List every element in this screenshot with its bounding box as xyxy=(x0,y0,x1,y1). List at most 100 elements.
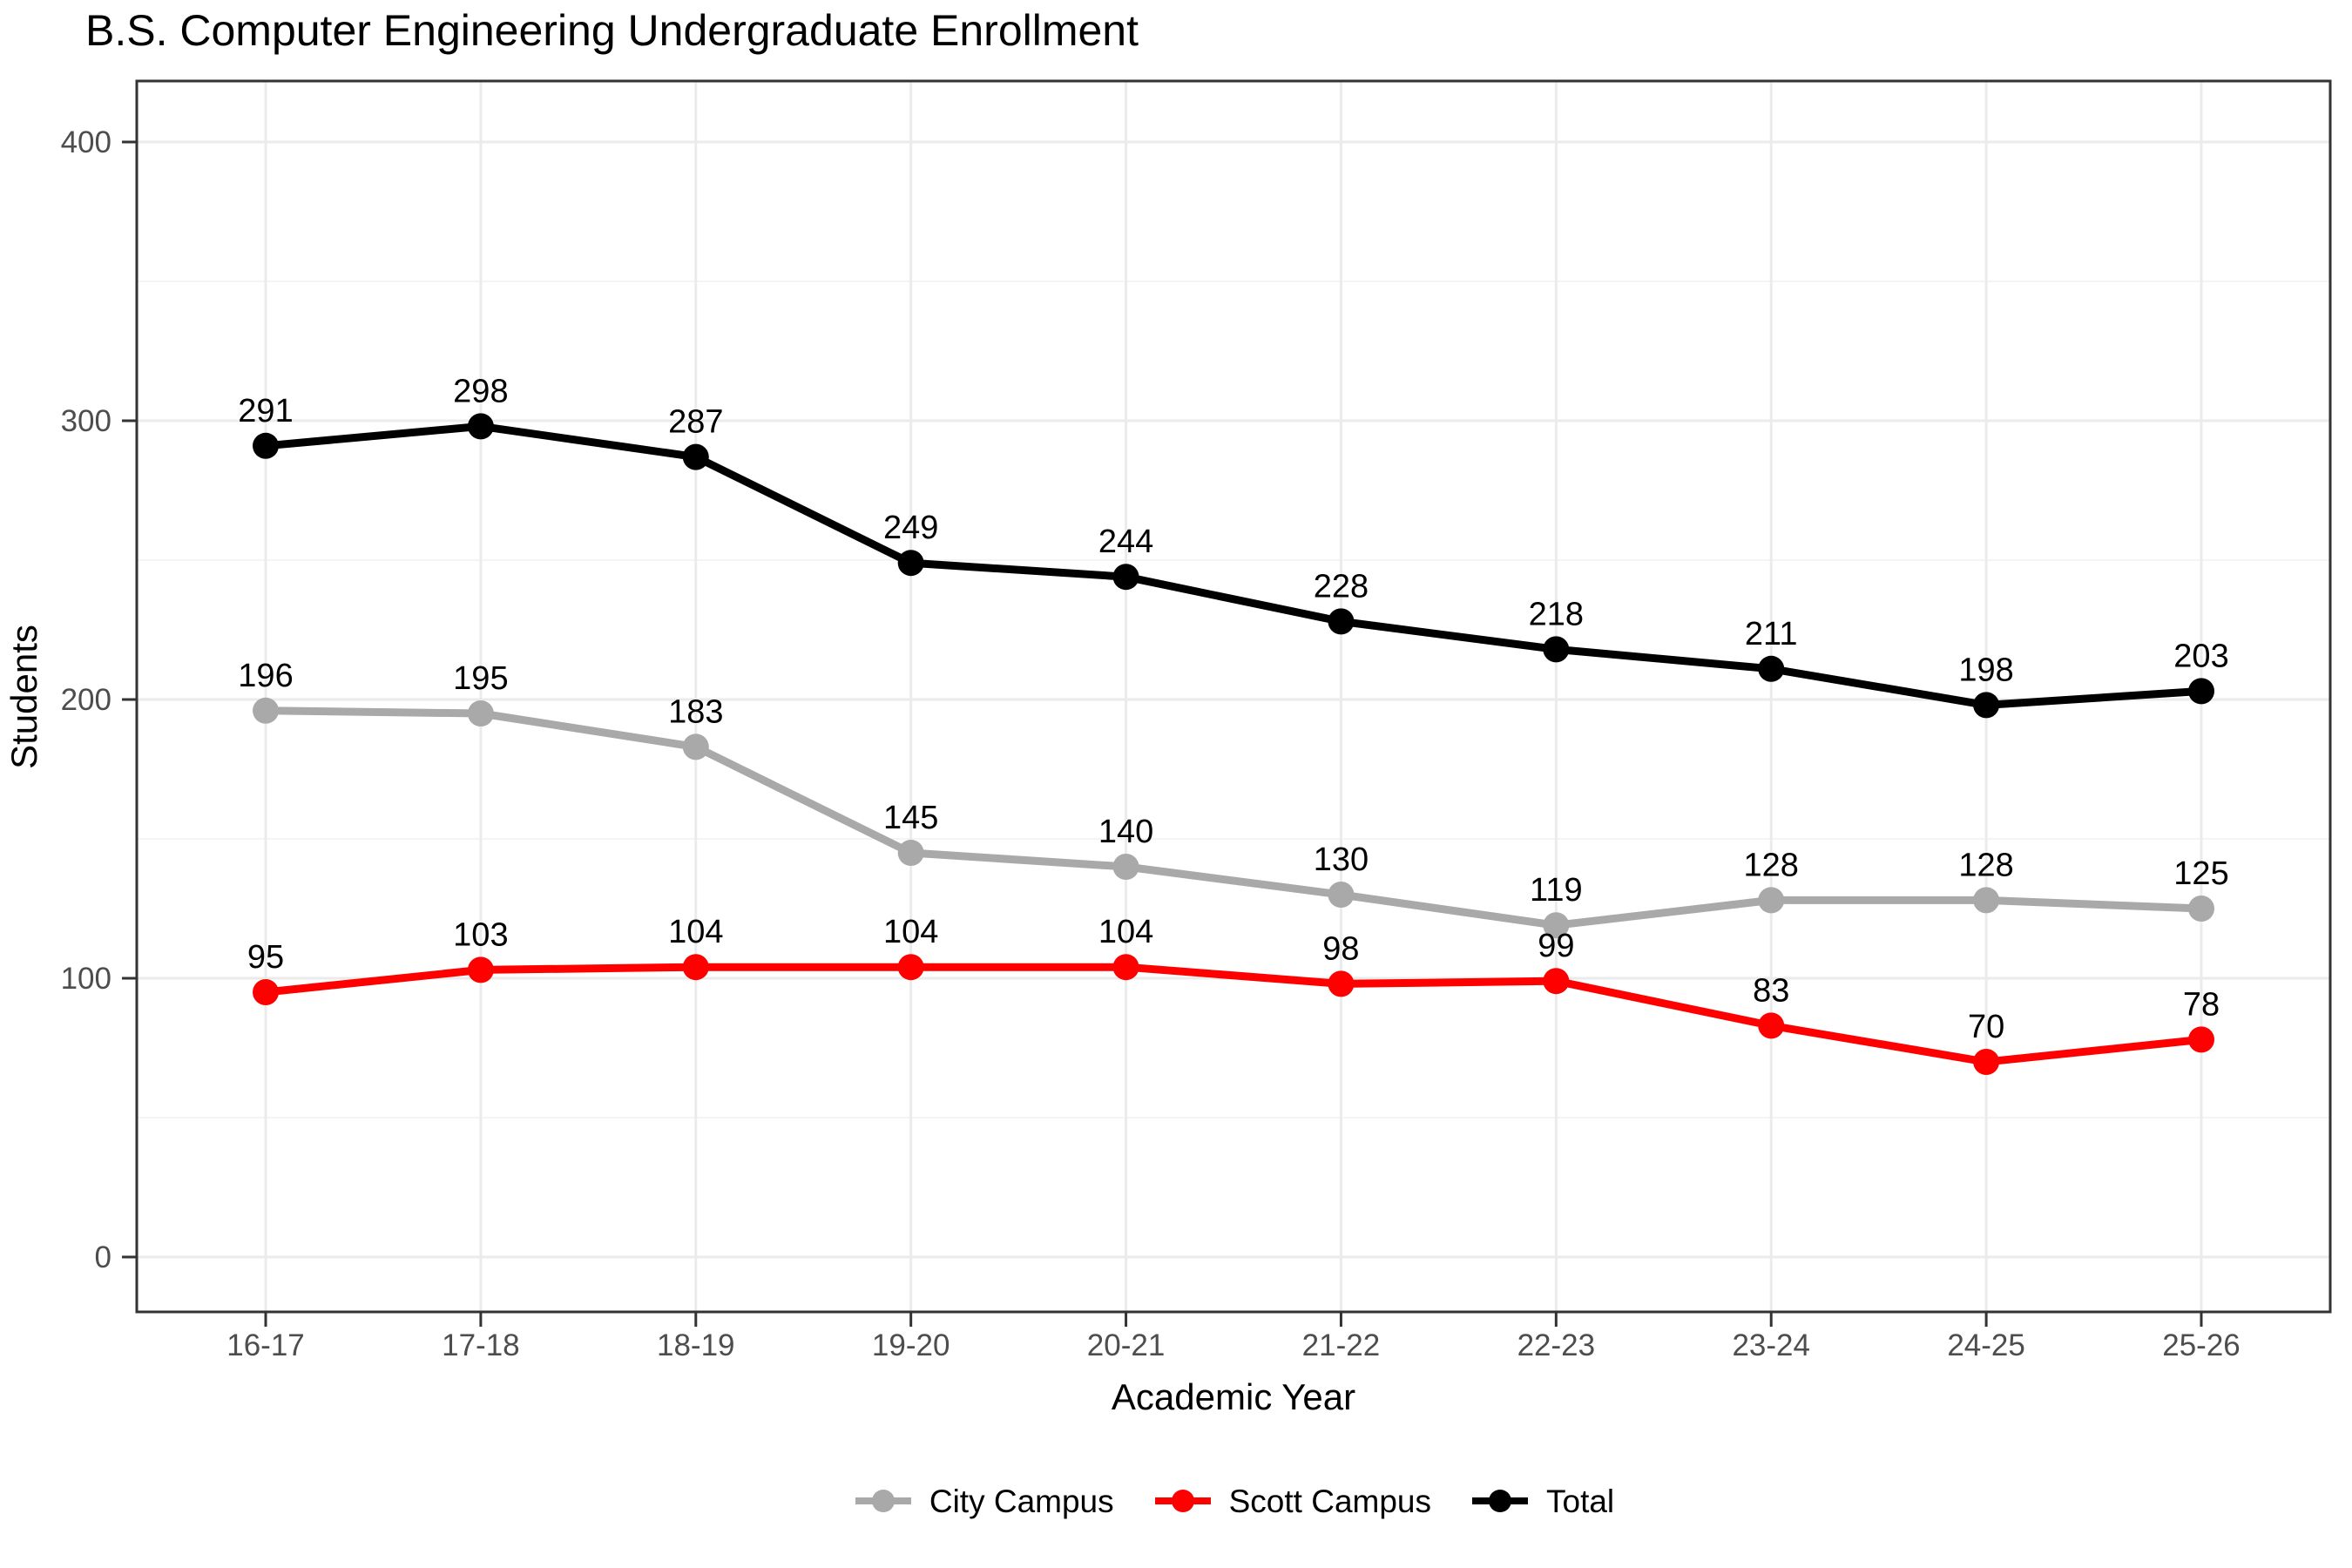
point-city-campus-20-21 xyxy=(1112,854,1139,880)
label-scott-campus-23-24: 83 xyxy=(1753,972,1789,1009)
point-city-campus-22-23 xyxy=(1543,912,1570,939)
legend-key-icon xyxy=(1472,1490,1528,1512)
x-tick-label-21-22: 21-22 xyxy=(1302,1328,1381,1362)
label-total-20-21: 244 xyxy=(1098,524,1153,560)
label-city-campus-18-19: 183 xyxy=(668,693,723,730)
y-tick-label-400: 400 xyxy=(61,125,112,159)
point-total-24-25 xyxy=(1973,692,2000,719)
point-city-campus-17-18 xyxy=(467,700,494,727)
label-scott-campus-24-25: 70 xyxy=(1968,1009,2004,1045)
label-total-19-20: 249 xyxy=(883,510,938,546)
x-tick-label-25-26: 25-26 xyxy=(2162,1328,2240,1362)
series-layer: 196 195 183 145 140 130 119 128 128 125 95 103 104 10… xyxy=(238,373,2229,1075)
point-scott-campus-24-25 xyxy=(1973,1049,2000,1075)
point-scott-campus-18-19 xyxy=(682,954,709,981)
point-total-22-23 xyxy=(1543,636,1570,663)
minor-gridlines xyxy=(137,280,2330,1119)
y-tick-label-100: 100 xyxy=(61,962,112,996)
label-total-18-19: 287 xyxy=(668,404,723,441)
label-total-16-17: 291 xyxy=(238,393,293,429)
y-tick-label-0: 0 xyxy=(95,1240,112,1274)
line-city-campus xyxy=(261,706,2206,929)
label-city-campus-20-21: 140 xyxy=(1098,814,1153,850)
x-tick-label-24-25: 24-25 xyxy=(1947,1328,2025,1362)
point-scott-campus-21-22 xyxy=(1328,970,1355,997)
label-scott-campus-17-18: 103 xyxy=(453,916,508,953)
label-total-21-22: 228 xyxy=(1314,568,1369,605)
legend: City Campus Scott Campus Total xyxy=(137,1470,2330,1531)
label-scott-campus-16-17: 95 xyxy=(247,939,284,976)
point-total-17-18 xyxy=(467,413,494,440)
label-total-23-24: 211 xyxy=(1745,616,1798,652)
point-scott-campus-16-17 xyxy=(253,979,279,1005)
x-tick-label-16-17: 16-17 xyxy=(226,1328,305,1362)
axis-tick-marks xyxy=(122,140,2203,1327)
line-scott-campus xyxy=(261,963,2206,1066)
point-scott-campus-19-20 xyxy=(897,954,924,981)
x-tick-label-19-20: 19-20 xyxy=(872,1328,950,1362)
point-total-23-24 xyxy=(1758,655,1785,682)
label-city-campus-25-26: 125 xyxy=(2173,855,2228,892)
x-tick-label-17-18: 17-18 xyxy=(442,1328,520,1362)
line-total xyxy=(261,422,2206,709)
point-city-campus-21-22 xyxy=(1328,882,1355,908)
y-tick-label-300: 300 xyxy=(61,404,112,438)
label-city-campus-16-17: 196 xyxy=(238,658,293,694)
point-city-campus-23-24 xyxy=(1758,887,1785,914)
point-scott-campus-20-21 xyxy=(1112,954,1139,981)
point-total-18-19 xyxy=(682,443,709,470)
point-scott-campus-23-24 xyxy=(1758,1012,1785,1039)
x-tick-label-23-24: 23-24 xyxy=(1732,1328,1810,1362)
point-total-20-21 xyxy=(1112,564,1139,591)
legend-item-city-campus: City Campus xyxy=(853,1484,1114,1518)
point-city-campus-18-19 xyxy=(682,733,709,760)
point-total-25-26 xyxy=(2188,678,2215,705)
legend-label: Scott Campus xyxy=(1228,1483,1431,1519)
series-scott-campus: 95 103 104 104 104 98 99 83 70 78 xyxy=(247,914,2220,1075)
axis-tick-labels: 0 100 200 300 400 16-17 17-18 18-19 19-20 20-21 21… xyxy=(61,125,2240,1362)
legend-label: City Campus xyxy=(929,1483,1114,1519)
label-city-campus-22-23: 119 xyxy=(1530,872,1583,909)
legend-key-icon xyxy=(1154,1490,1211,1512)
point-city-campus-19-20 xyxy=(897,840,924,866)
label-scott-campus-22-23: 99 xyxy=(1538,928,1574,964)
point-city-campus-24-25 xyxy=(1973,887,2000,914)
label-total-25-26: 203 xyxy=(2173,638,2228,674)
legend-key-icon xyxy=(855,1490,911,1512)
label-scott-campus-19-20: 104 xyxy=(883,914,938,950)
label-scott-campus-18-19: 104 xyxy=(668,914,723,950)
label-city-campus-24-25: 128 xyxy=(1958,847,2013,883)
label-city-campus-19-20: 145 xyxy=(883,800,938,836)
x-tick-label-20-21: 20-21 xyxy=(1087,1328,1166,1362)
x-tick-label-18-19: 18-19 xyxy=(657,1328,735,1362)
label-scott-campus-21-22: 98 xyxy=(1322,930,1359,967)
label-city-campus-21-22: 130 xyxy=(1314,841,1369,878)
point-city-campus-16-17 xyxy=(253,697,279,724)
y-tick-label-200: 200 xyxy=(61,683,112,717)
legend-item-scott-campus: Scott Campus xyxy=(1152,1484,1431,1518)
label-city-campus-17-18: 195 xyxy=(453,660,508,697)
x-axis-title: Academic Year xyxy=(1112,1376,1355,1417)
y-axis-title: Students xyxy=(3,625,44,769)
label-total-22-23: 218 xyxy=(1529,596,1584,632)
label-total-24-25: 198 xyxy=(1958,652,2013,688)
point-city-campus-25-26 xyxy=(2188,896,2215,922)
label-city-campus-23-24: 128 xyxy=(1744,847,1799,883)
point-total-19-20 xyxy=(897,550,924,577)
legend-label: Total xyxy=(1546,1483,1615,1519)
point-scott-campus-17-18 xyxy=(467,956,494,983)
label-total-17-18: 298 xyxy=(453,373,508,409)
point-total-21-22 xyxy=(1328,608,1355,635)
point-scott-campus-22-23 xyxy=(1543,968,1570,995)
point-total-16-17 xyxy=(253,432,279,459)
label-scott-campus-25-26: 78 xyxy=(2183,986,2220,1023)
series-city-campus: 196 195 183 145 140 130 119 128 128 125 xyxy=(238,658,2229,939)
label-scott-campus-20-21: 104 xyxy=(1098,914,1153,950)
chart-title: B.S. Computer Engineering Undergraduate … xyxy=(85,6,1139,55)
point-scott-campus-25-26 xyxy=(2188,1026,2215,1053)
series-total: 291 298 287 249 244 228 218 211 198 203 xyxy=(238,373,2229,719)
x-tick-label-22-23: 22-23 xyxy=(1517,1328,1596,1362)
legend-item-total: Total xyxy=(1470,1484,1614,1518)
